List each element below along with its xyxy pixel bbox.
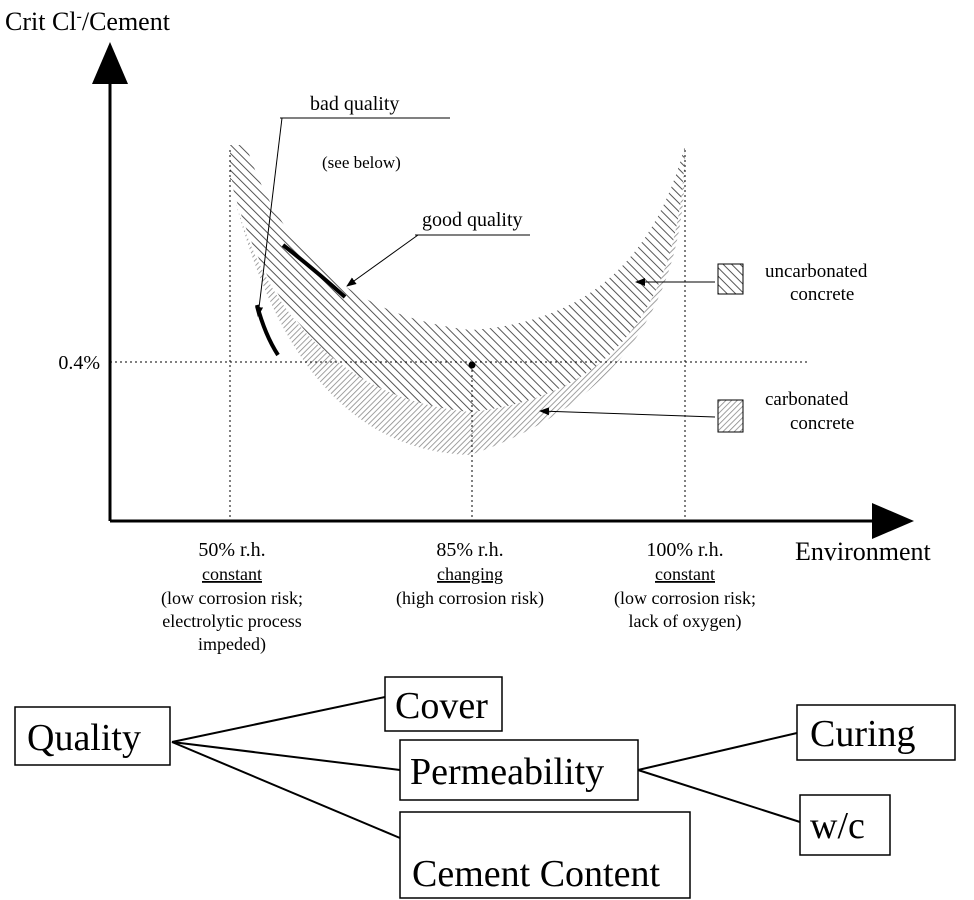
tree-node: Curing	[810, 713, 916, 755]
x-axis-label: Environment	[795, 537, 932, 566]
annotation: (see below)	[322, 153, 401, 172]
legend-label: carbonated	[765, 389, 849, 410]
point	[468, 361, 476, 369]
legend-swatch	[717, 263, 744, 295]
legend-label: concrete	[790, 284, 854, 305]
tree-labels: Quality Cover Permeability Cement Conten…	[27, 685, 916, 895]
x-label: 50% r.h.	[198, 539, 265, 561]
tree-edges	[171, 696, 801, 839]
threshold-label: 0.4%	[58, 352, 100, 374]
x-label: electrolytic process	[162, 611, 301, 631]
x-label: (low corrosion risk;	[161, 588, 303, 609]
leader	[255, 117, 283, 317]
x-label: (low corrosion risk;	[614, 588, 756, 609]
x-label: (high corrosion risk)	[396, 588, 544, 609]
y-axis-label: Crit Cl-/Cement	[5, 7, 171, 36]
annotation: good quality	[422, 209, 523, 231]
tree-node: Quality	[27, 717, 141, 759]
x-label: 100% r.h.	[646, 539, 723, 561]
tree-node: Cover	[395, 685, 488, 727]
legend-arrow	[539, 407, 716, 418]
x-label: 85% r.h.	[436, 539, 503, 561]
guides	[110, 150, 810, 520]
legend-label: concrete	[790, 413, 854, 434]
tree-node: w/c	[810, 805, 865, 847]
x-label: constant	[202, 564, 262, 584]
legend-swatch	[717, 399, 744, 433]
tree-node: Permeability	[410, 751, 604, 793]
tree-boxes	[14, 676, 956, 899]
tree-node: Cement Content	[412, 853, 660, 895]
bad-quality-curve	[255, 304, 280, 357]
band-cap	[230, 145, 247, 180]
x-label: impeded)	[198, 634, 266, 655]
x-label: changing	[437, 564, 503, 584]
leader	[346, 234, 419, 287]
good-quality-curve	[281, 243, 347, 299]
uncarbonated-band	[232, 145, 685, 412]
x-label: lack of oxygen)	[629, 611, 742, 632]
legend-label: uncarbonated	[765, 261, 868, 282]
x-label: constant	[655, 564, 715, 584]
x-labels: 50% r.h. constant (low corrosion risk; e…	[161, 539, 756, 655]
annotation: bad quality	[310, 93, 399, 115]
